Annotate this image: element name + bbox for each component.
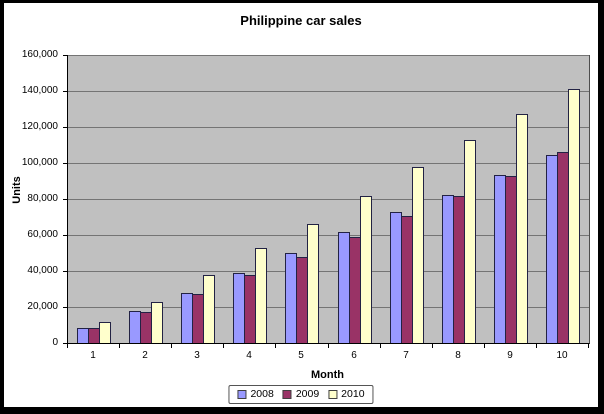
y-axis-tick-mark bbox=[63, 127, 67, 128]
legend-swatch-2009 bbox=[282, 390, 292, 399]
y-axis-tick-label: 100,000 bbox=[21, 157, 58, 168]
bar-2010-month-5 bbox=[307, 224, 320, 343]
x-axis-tick-label: 5 bbox=[298, 350, 304, 361]
y-axis-tick-mark bbox=[63, 271, 67, 272]
y-axis-tick-label: 60,000 bbox=[27, 229, 58, 240]
legend-swatch-2008 bbox=[237, 390, 247, 399]
x-axis-tick-label: 3 bbox=[194, 350, 200, 361]
x-axis-tick-label: 8 bbox=[455, 350, 461, 361]
x-axis-tick-mark bbox=[588, 344, 589, 348]
y-axis-tick-mark bbox=[63, 235, 67, 236]
x-axis-tick-mark bbox=[380, 344, 381, 348]
chart-title: Philippine car sales bbox=[240, 13, 362, 28]
x-axis-tick-label: 10 bbox=[556, 350, 568, 361]
gridline bbox=[68, 235, 589, 236]
y-axis-tick-label: 0 bbox=[52, 337, 58, 348]
gridline bbox=[68, 271, 589, 272]
y-axis-tick-label: 80,000 bbox=[27, 193, 58, 204]
y-axis-title: Units bbox=[11, 176, 23, 204]
bar-2010-month-9 bbox=[515, 114, 528, 343]
x-axis-tick-label: 4 bbox=[246, 350, 252, 361]
legend-swatch-2010 bbox=[328, 390, 338, 399]
gridline bbox=[68, 55, 589, 56]
legend: 2008 2009 2010 bbox=[228, 385, 374, 404]
y-axis-tick-label: 120,000 bbox=[21, 121, 58, 132]
legend-item-2008: 2008 bbox=[237, 388, 274, 400]
bar-2010-month-8 bbox=[463, 140, 476, 343]
x-axis-title: Month bbox=[311, 369, 344, 381]
y-axis-tick-label: 140,000 bbox=[21, 85, 58, 96]
y-axis-tick-mark bbox=[63, 199, 67, 200]
x-axis-tick-mark bbox=[432, 344, 433, 348]
bar-group-month-2 bbox=[120, 55, 172, 343]
plot-area bbox=[67, 55, 590, 344]
bar-group-month-1 bbox=[68, 55, 120, 343]
gridline bbox=[68, 307, 589, 308]
gridline bbox=[68, 127, 589, 128]
legend-item-2009: 2009 bbox=[282, 388, 320, 400]
bar-2010-month-7 bbox=[411, 167, 424, 343]
legend-label: 2008 bbox=[250, 388, 274, 400]
bar-group-month-6 bbox=[329, 55, 381, 343]
bar-2010-month-4 bbox=[255, 248, 268, 343]
legend-item-2010: 2010 bbox=[328, 388, 365, 400]
gridline bbox=[68, 91, 589, 92]
bar-group-month-9 bbox=[485, 55, 537, 343]
x-axis-tick-mark bbox=[119, 344, 120, 348]
bar-group-month-8 bbox=[433, 55, 485, 343]
x-axis-tick-mark bbox=[484, 344, 485, 348]
bar-2010-month-3 bbox=[203, 275, 216, 343]
y-axis-tick-mark bbox=[63, 55, 67, 56]
legend-label: 2010 bbox=[341, 388, 365, 400]
x-axis-tick-label: 6 bbox=[351, 350, 357, 361]
bar-group-month-7 bbox=[381, 55, 433, 343]
x-axis-tick-mark bbox=[171, 344, 172, 348]
x-axis-tick-mark bbox=[328, 344, 329, 348]
legend-label: 2009 bbox=[295, 388, 320, 400]
x-axis-tick-label: 1 bbox=[90, 350, 96, 361]
gridline bbox=[68, 163, 589, 164]
x-axis-tick-mark bbox=[223, 344, 224, 348]
x-axis-tick-label: 9 bbox=[507, 350, 513, 361]
bar-2010-month-6 bbox=[359, 196, 372, 343]
bar-group-month-5 bbox=[276, 55, 328, 343]
y-axis-tick-mark bbox=[63, 343, 67, 344]
gridline bbox=[68, 199, 589, 200]
bar-2010-month-1 bbox=[99, 322, 112, 343]
y-axis-tick-label: 160,000 bbox=[21, 49, 58, 60]
y-axis-tick-label: 40,000 bbox=[27, 265, 58, 276]
y-axis-tick-mark bbox=[63, 91, 67, 92]
bar-2010-month-2 bbox=[151, 302, 164, 343]
bar-2010-month-10 bbox=[567, 89, 580, 343]
bar-group-month-10 bbox=[537, 55, 589, 343]
chart-canvas: Philippine car sales Units 160,000 140,00… bbox=[4, 3, 598, 407]
bar-group-month-4 bbox=[224, 55, 276, 343]
x-axis-tick-mark bbox=[536, 344, 537, 348]
y-axis-tick-mark bbox=[63, 307, 67, 308]
x-axis-tick-mark bbox=[67, 344, 68, 348]
y-axis-tick-label: 20,000 bbox=[27, 301, 58, 312]
x-axis-tick-label: 7 bbox=[403, 350, 409, 361]
x-axis-tick-mark bbox=[275, 344, 276, 348]
y-axis-tick-mark bbox=[63, 163, 67, 164]
x-axis-tick-label: 2 bbox=[142, 350, 148, 361]
bar-group-month-3 bbox=[172, 55, 224, 343]
